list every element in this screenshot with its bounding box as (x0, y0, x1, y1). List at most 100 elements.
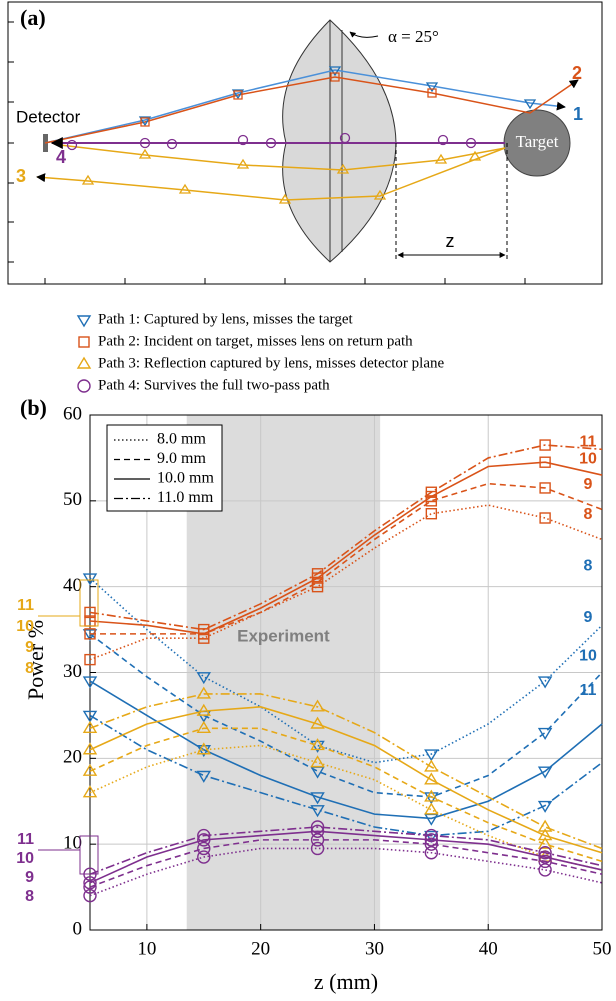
legend-marker (77, 379, 91, 393)
marker (310, 792, 325, 805)
marker (196, 770, 212, 783)
marker (424, 830, 439, 843)
marker (310, 820, 325, 834)
curve-label: 10 (16, 850, 34, 867)
chart: 0 10 20 30 40 50 60 10 20 30 40 50 Experiment z (mm) P… (16, 311, 611, 994)
curve (89, 830, 603, 884)
marker (310, 833, 325, 847)
marker (197, 828, 211, 843)
marker (310, 755, 325, 768)
y-tick-label: 50 (63, 489, 82, 510)
curve (89, 727, 603, 863)
marker (83, 880, 97, 894)
y-tick-label: 10 (63, 833, 82, 854)
marker (82, 710, 98, 723)
x-axis-label: z (mm) (314, 969, 378, 994)
path-number: 4 (56, 147, 66, 167)
marker (196, 742, 212, 755)
curve-label: 9 (25, 639, 34, 656)
marker (82, 676, 98, 689)
curve-label: 11 (580, 433, 597, 450)
curve (89, 633, 603, 798)
marker (538, 846, 552, 860)
curve (89, 744, 603, 871)
marker (196, 686, 212, 699)
marker (310, 805, 325, 818)
marker (537, 828, 553, 841)
marker (311, 568, 324, 580)
diagram-panel: (a) Detector Target α = 25° z 1 2 3 4 (7, 1, 603, 285)
legend-label: 11.0 mm (157, 489, 214, 506)
y-tick-label: 30 (63, 661, 82, 682)
panel-label: (b) (20, 395, 47, 420)
y-tick-label: 20 (63, 747, 82, 768)
ray-path-3 (59, 144, 506, 171)
x-tick-label: 20 (251, 938, 270, 959)
x-tick-label: 50 (593, 938, 612, 959)
y-tick-label: 40 (63, 575, 82, 596)
marker (83, 888, 97, 903)
marker (196, 672, 212, 685)
curve-label: 11 (17, 831, 34, 848)
marker (83, 876, 97, 890)
y-tick-label: 0 (73, 918, 83, 939)
marker (539, 482, 551, 494)
marker (424, 802, 439, 815)
legend-label: 10.0 mm (157, 470, 214, 487)
marker (84, 628, 96, 640)
marker (539, 456, 551, 468)
marker (539, 512, 551, 524)
curve (89, 706, 603, 854)
marker (424, 792, 439, 805)
marker (424, 749, 439, 762)
curve (89, 714, 603, 837)
curve (89, 461, 603, 635)
curve (89, 839, 603, 888)
marker (82, 763, 98, 776)
marker (197, 841, 211, 856)
curve-label: 9 (584, 476, 593, 493)
marker (537, 766, 553, 779)
curve-label: 10 (16, 618, 34, 635)
curve-label: 8 (584, 506, 593, 523)
x-tick-label: 40 (479, 938, 498, 959)
angle-label: α = 25° (388, 27, 439, 46)
marker (310, 738, 325, 751)
marker (197, 850, 211, 864)
marker (82, 573, 98, 586)
lens (282, 19, 397, 263)
path-number: 2 (572, 63, 582, 83)
marker (538, 854, 552, 869)
legend-label: Path 2: Incident on target, misses lens … (98, 333, 413, 349)
label-bracket (79, 579, 99, 627)
marker (82, 629, 98, 642)
marker (198, 623, 210, 636)
legend-marker (78, 336, 90, 348)
legend-label: Path 1: Captured by lens, misses the tar… (98, 311, 354, 327)
legend-box (106, 424, 223, 512)
marker (310, 699, 325, 712)
marker (82, 742, 98, 755)
path-number: 3 (16, 166, 26, 186)
marker (424, 759, 439, 772)
legend-label: 9.0 mm (157, 450, 206, 467)
marker (425, 486, 438, 498)
curve-label: 8 (25, 888, 34, 905)
marker (84, 606, 96, 619)
plot-frame (89, 414, 603, 931)
curve (90, 482, 603, 635)
legend-marker (76, 315, 92, 328)
marker (82, 720, 98, 733)
marker (537, 676, 553, 689)
curve (89, 680, 603, 820)
curve-label: 9 (584, 609, 593, 626)
label-bracket (79, 835, 99, 875)
curve (89, 693, 603, 850)
legend-label: 8.0 mm (157, 431, 206, 448)
marker (82, 785, 98, 798)
ray-path-3 (36, 147, 506, 201)
legend-label: Path 4: Survives the full two-pass path (98, 377, 330, 393)
distance-label: z (446, 231, 455, 251)
y-axis-label: Power % (23, 620, 48, 700)
